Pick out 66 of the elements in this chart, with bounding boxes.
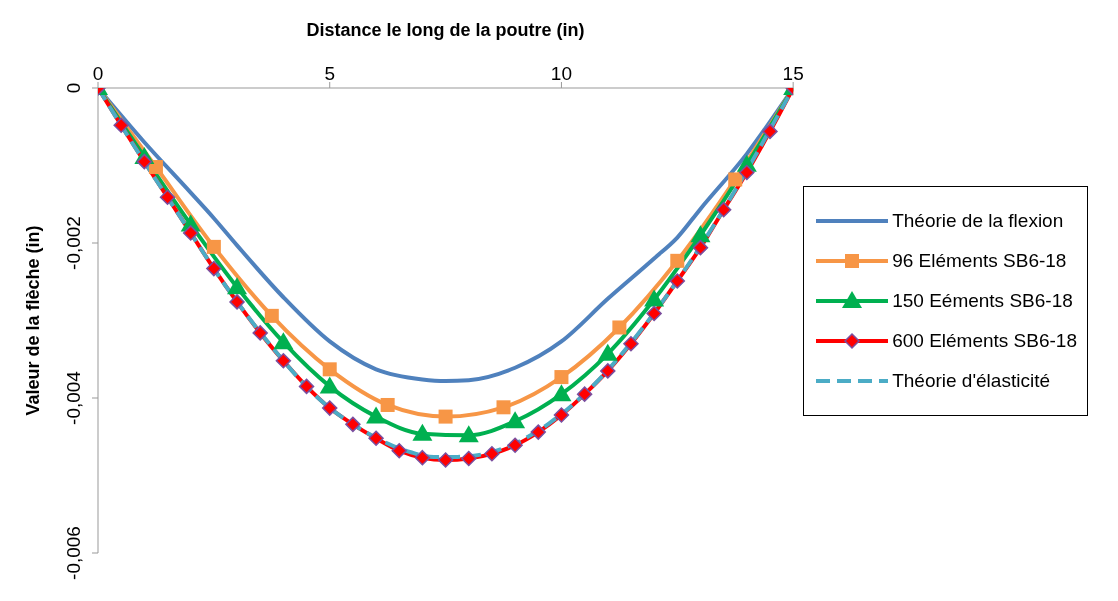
point bbox=[264, 308, 279, 323]
legend-label: 96 Eléments SB6-18 bbox=[892, 249, 1067, 272]
point bbox=[438, 409, 453, 424]
point bbox=[366, 406, 387, 424]
point bbox=[159, 189, 176, 206]
point bbox=[551, 384, 572, 402]
point bbox=[623, 336, 639, 352]
point bbox=[380, 397, 395, 412]
point bbox=[437, 452, 454, 468]
x-tick-label: 0 bbox=[92, 63, 104, 84]
point bbox=[553, 407, 570, 423]
point bbox=[484, 446, 500, 462]
point bbox=[762, 123, 778, 140]
point bbox=[728, 172, 743, 187]
x-tick-label: 15 bbox=[782, 63, 804, 84]
point bbox=[319, 376, 340, 394]
point bbox=[670, 253, 685, 268]
point bbox=[576, 386, 593, 402]
point bbox=[612, 320, 627, 335]
point bbox=[507, 437, 523, 454]
point bbox=[505, 411, 526, 429]
point bbox=[554, 370, 569, 385]
point bbox=[412, 423, 433, 441]
point bbox=[646, 305, 662, 322]
point bbox=[252, 325, 268, 341]
x-tick-label: 10 bbox=[550, 63, 573, 84]
point bbox=[273, 332, 294, 350]
point bbox=[206, 239, 221, 254]
point bbox=[496, 400, 511, 415]
point bbox=[136, 153, 153, 170]
legend-label: 150 Eéments SB6-18 bbox=[892, 289, 1073, 312]
y-axis-title: Valeur de la flèche (in) bbox=[23, 225, 44, 416]
point bbox=[275, 353, 292, 369]
point bbox=[227, 277, 248, 295]
point bbox=[182, 225, 199, 241]
point bbox=[644, 289, 665, 307]
x-tick-label: 5 bbox=[324, 63, 336, 84]
y-tick-label: -0,004 bbox=[63, 370, 84, 425]
point bbox=[113, 117, 129, 133]
point bbox=[600, 363, 616, 379]
legend-label: Théorie de la flexion bbox=[892, 209, 1064, 232]
x-axis-title: Distance le long de la poutre (in) bbox=[306, 19, 585, 40]
point bbox=[692, 239, 709, 256]
point bbox=[597, 343, 618, 361]
point bbox=[206, 260, 222, 277]
point bbox=[461, 450, 477, 467]
point bbox=[322, 362, 337, 377]
legend-label: Théorie d'élasticité bbox=[892, 369, 1050, 392]
y-tick-label: 0 bbox=[63, 82, 84, 94]
point bbox=[530, 424, 547, 440]
point bbox=[458, 425, 479, 443]
point bbox=[229, 294, 245, 310]
point bbox=[298, 378, 315, 395]
point bbox=[414, 449, 431, 466]
point bbox=[391, 442, 407, 459]
point bbox=[148, 160, 163, 175]
point bbox=[669, 273, 686, 289]
point bbox=[690, 225, 711, 243]
point bbox=[368, 430, 384, 447]
y-tick-label: -0,002 bbox=[63, 216, 84, 270]
legend-label: 600 Eléments SB6-18 bbox=[892, 329, 1077, 352]
point bbox=[715, 201, 732, 218]
point bbox=[345, 416, 361, 433]
y-tick-label: -0,006 bbox=[63, 526, 84, 580]
point bbox=[321, 400, 338, 416]
point bbox=[739, 164, 755, 181]
